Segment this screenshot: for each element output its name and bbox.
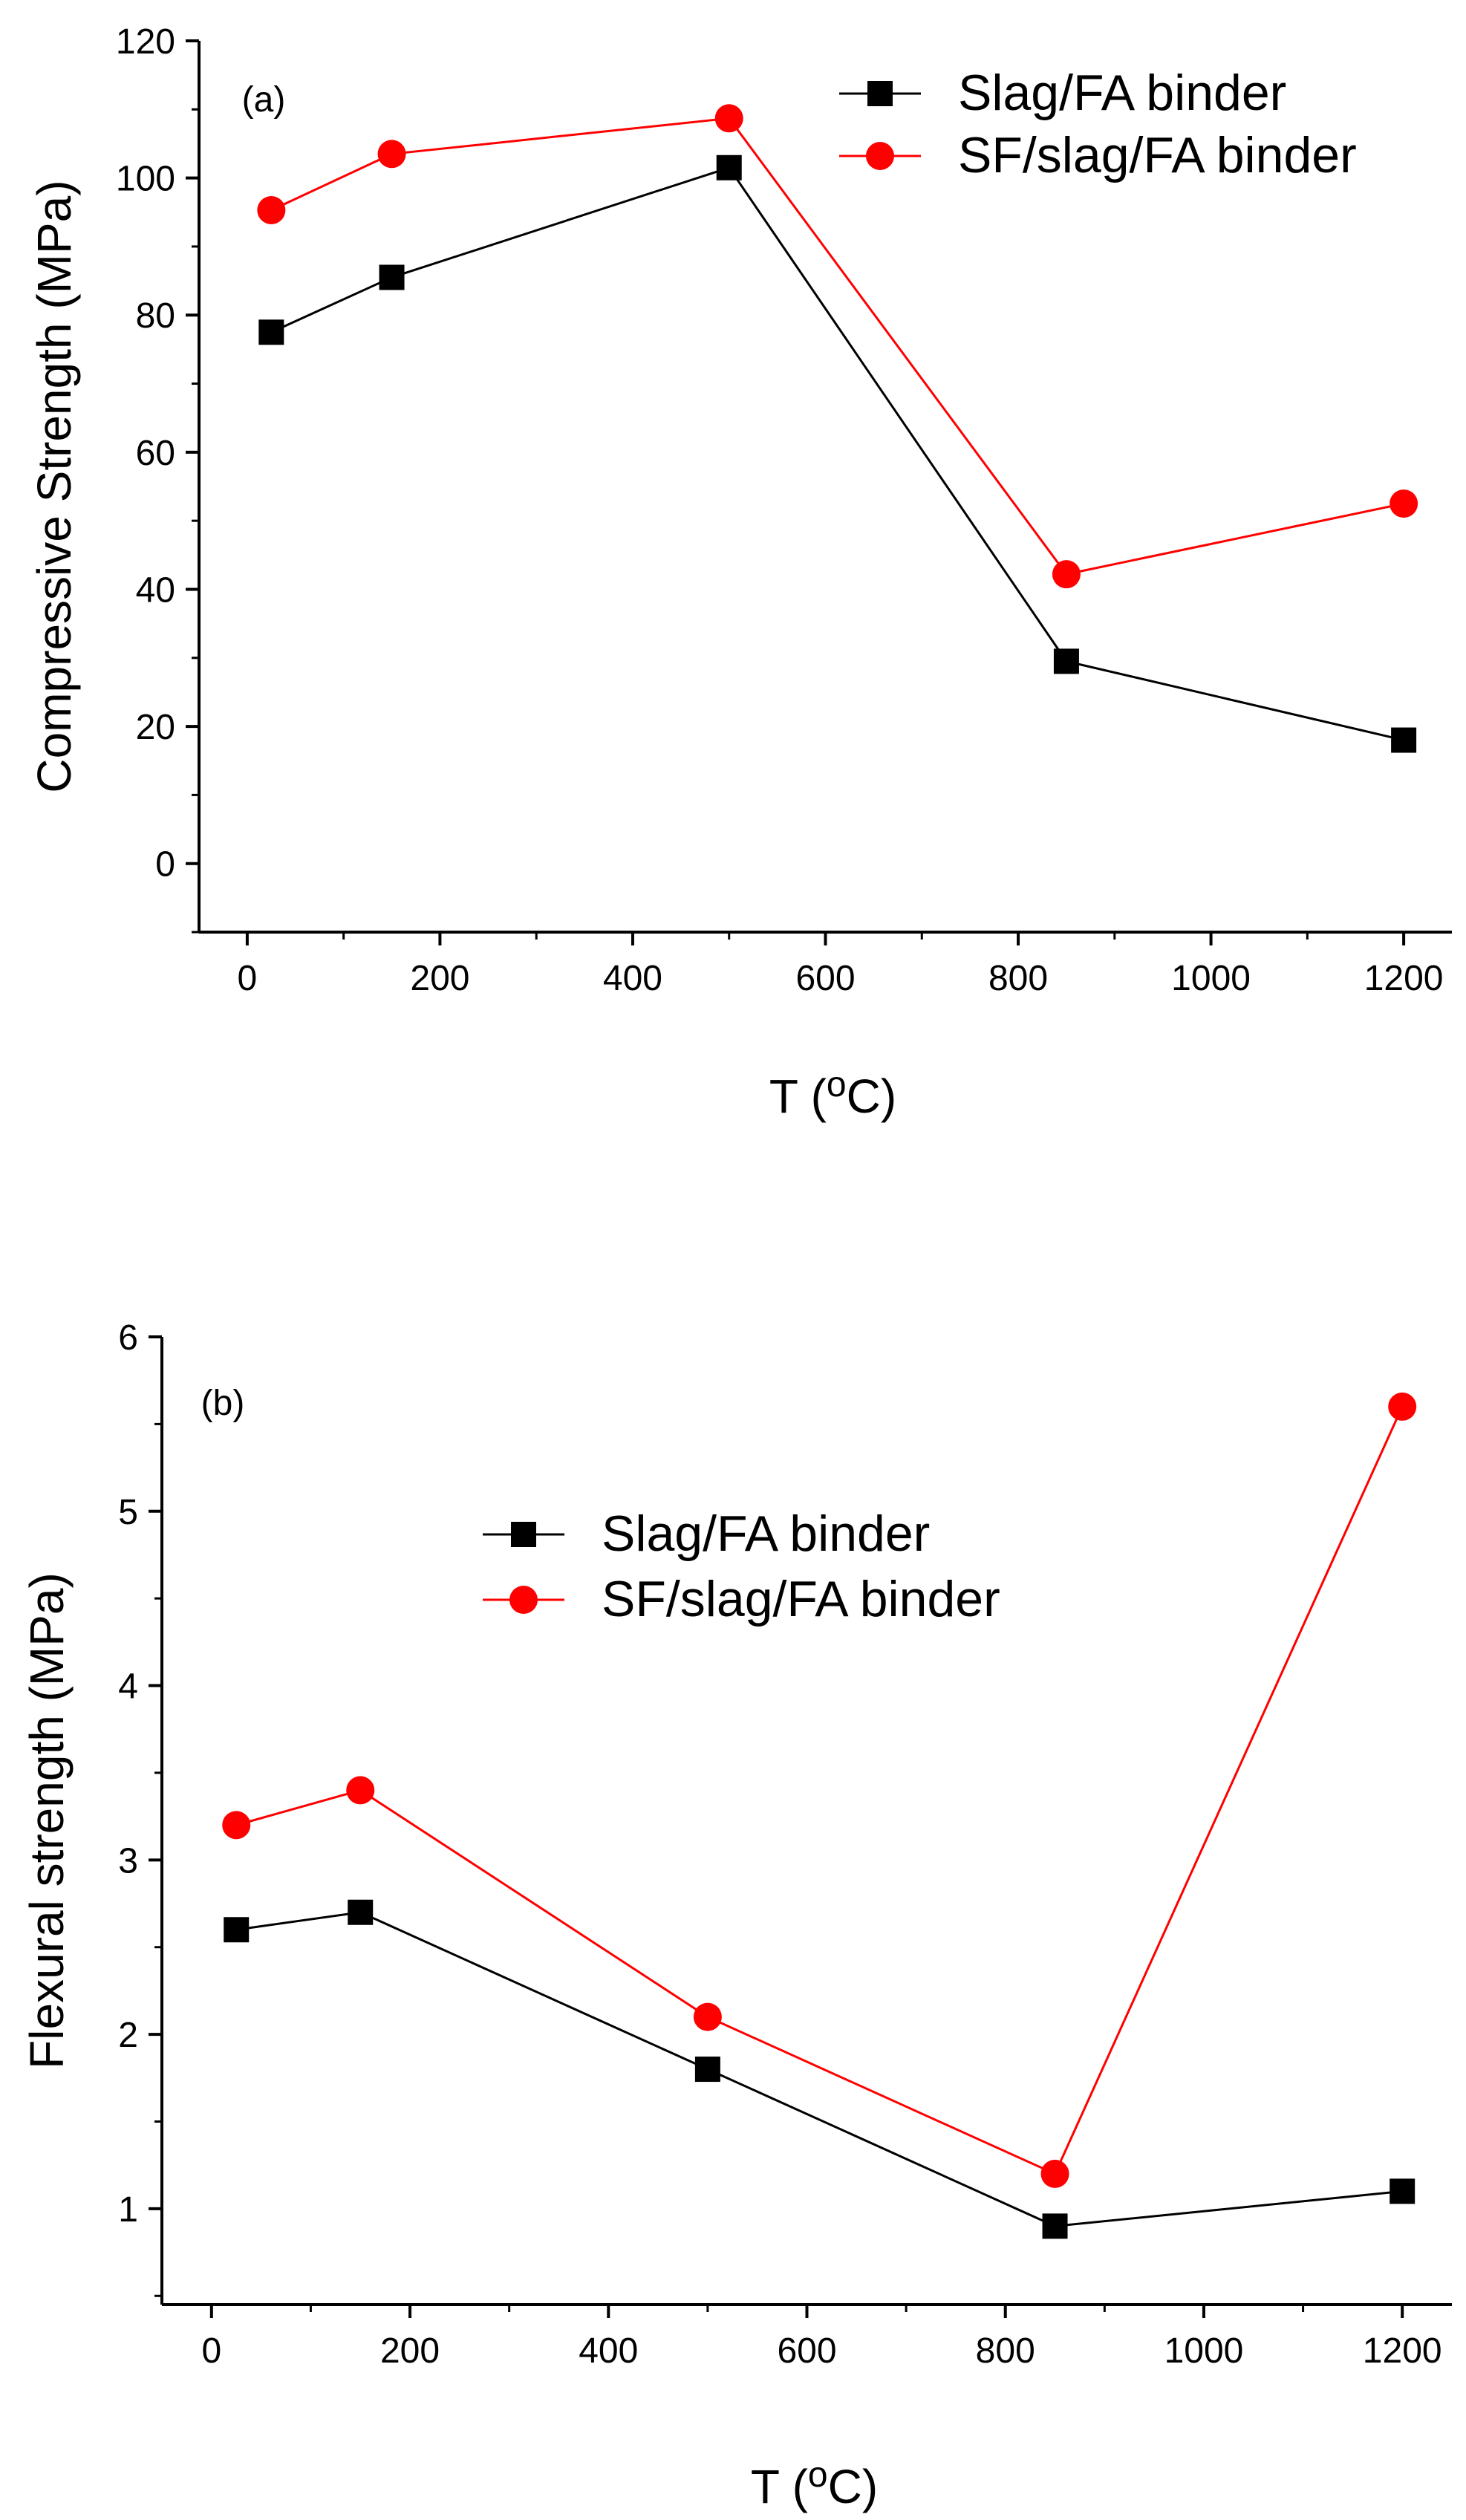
data-point-square bbox=[258, 319, 284, 345]
chart-compressive-strength: 0 200 400 600 800 1000 1200 0 20 40 60 80 100 120 Comp… bbox=[27, 22, 1452, 1123]
y-tick-label: 40 bbox=[136, 570, 175, 610]
data-point-circle bbox=[1052, 560, 1081, 589]
series-line bbox=[236, 1911, 1403, 2227]
data-point-square bbox=[1390, 2178, 1415, 2204]
x-tick-label: 200 bbox=[410, 959, 469, 998]
x-tick-label: 1000 bbox=[1164, 2331, 1244, 2371]
series-line bbox=[270, 166, 1404, 741]
series-line bbox=[270, 117, 1404, 576]
data-point-circle bbox=[257, 196, 286, 224]
legend-label: Slag/FA binder bbox=[602, 1505, 930, 1562]
x-tick-label: 400 bbox=[579, 2331, 638, 2371]
data-point-square bbox=[1053, 648, 1079, 674]
y-axis-title: Compressive Strength (MPa) bbox=[27, 180, 81, 792]
x-axis-title-paren-open: ( bbox=[792, 2460, 808, 2513]
x-axis-title: T (oC) bbox=[769, 1065, 896, 1123]
x-tick-label: 600 bbox=[795, 959, 855, 998]
x-tick-label: 800 bbox=[988, 959, 1048, 998]
x-tick-label: 200 bbox=[380, 2331, 440, 2371]
x-axis-title-unit: C) bbox=[828, 2460, 879, 2513]
legend-label: Slag/FA binder bbox=[958, 65, 1286, 121]
data-point-circle bbox=[1040, 2159, 1069, 2188]
data-point-circle bbox=[693, 2002, 722, 2031]
x-tick-label: 800 bbox=[976, 2331, 1035, 2371]
x-tick-label: 0 bbox=[201, 2331, 221, 2371]
x-tick-label: 600 bbox=[777, 2331, 836, 2371]
x-tick-label: 0 bbox=[238, 959, 258, 998]
y-tick-label: 20 bbox=[136, 708, 175, 747]
y-tick-label: 120 bbox=[116, 22, 175, 62]
panel-label: (a) bbox=[242, 80, 286, 120]
y-tick-label: 5 bbox=[118, 1493, 138, 1532]
y-tick-label: 80 bbox=[136, 296, 175, 336]
x-axis-title-degree: o bbox=[808, 2455, 828, 2495]
data-point-square bbox=[348, 1899, 374, 1925]
legend-label: SF/slag/FA binder bbox=[602, 1571, 1000, 1627]
data-point-circle bbox=[346, 1776, 375, 1805]
legend-marker-square bbox=[511, 1522, 536, 1547]
x-tick-label: 400 bbox=[603, 959, 662, 998]
data-point-circle bbox=[377, 140, 406, 169]
x-axis-title-main: T bbox=[751, 2460, 792, 2513]
y-tick-label: 3 bbox=[118, 1841, 138, 1881]
y-tick-label: 1 bbox=[118, 2190, 138, 2230]
data-point-circle bbox=[1388, 1392, 1417, 1421]
data-point-square bbox=[1042, 2213, 1068, 2239]
data-point-circle bbox=[714, 104, 743, 133]
data-point-circle bbox=[1390, 489, 1418, 518]
x-axis-title-paren-open: ( bbox=[811, 1069, 827, 1123]
data-point-square bbox=[224, 1917, 250, 1943]
legend-marker-circle bbox=[866, 142, 894, 170]
panel-label: (b) bbox=[201, 1384, 245, 1423]
data-point-square bbox=[1391, 727, 1417, 753]
x-axis-title-unit: C) bbox=[847, 1069, 897, 1123]
x-axis-title-degree: o bbox=[827, 1065, 847, 1104]
x-tick-label: 1000 bbox=[1171, 959, 1251, 998]
x-axis-title-main: T bbox=[769, 1069, 811, 1123]
data-point-circle bbox=[222, 1811, 251, 1840]
legend-marker-square bbox=[867, 81, 893, 106]
y-tick-label: 6 bbox=[118, 1318, 138, 1358]
data-point-square bbox=[694, 2057, 720, 2083]
y-axis-title: Flexural strength (MPa) bbox=[20, 1572, 74, 2069]
data-point-square bbox=[716, 154, 742, 180]
x-tick-label: 1200 bbox=[1364, 959, 1444, 998]
y-tick-label: 2 bbox=[118, 2016, 138, 2055]
chart-flexural-strength: 0 200 400 600 800 1000 1200 1 2 3 4 5 6 Flexural stre… bbox=[20, 1318, 1452, 2513]
y-tick-label: 4 bbox=[118, 1667, 138, 1707]
y-tick-label: 100 bbox=[116, 160, 175, 199]
data-point-square bbox=[379, 264, 405, 290]
y-tick-label: 0 bbox=[155, 845, 175, 885]
x-axis-title: T (oC) bbox=[751, 2455, 878, 2513]
x-tick-label: 1200 bbox=[1363, 2331, 1442, 2371]
legend-label: SF/slag/FA binder bbox=[958, 127, 1357, 183]
y-tick-label: 60 bbox=[136, 434, 175, 473]
legend-marker-circle bbox=[509, 1586, 538, 1614]
